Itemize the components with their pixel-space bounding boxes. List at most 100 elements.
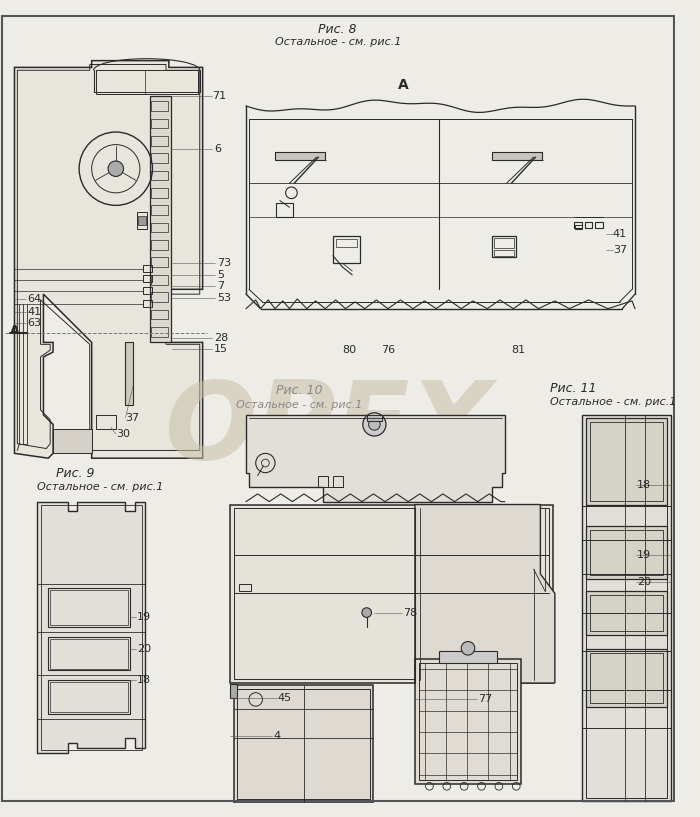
Bar — [367, 415, 382, 421]
Text: 18: 18 — [637, 480, 651, 490]
Bar — [48, 680, 130, 714]
Text: Остальное - см. рис.1: Остальное - см. рис.1 — [550, 397, 676, 407]
Bar — [415, 659, 521, 784]
Text: А: А — [10, 324, 20, 337]
Bar — [589, 596, 663, 631]
Bar — [492, 236, 517, 257]
Text: 4: 4 — [273, 731, 280, 741]
Bar — [151, 171, 168, 181]
Text: Остальное - см. рис.1: Остальное - см. рис.1 — [236, 400, 363, 410]
Bar — [151, 136, 168, 145]
Text: 41: 41 — [612, 230, 627, 239]
Bar — [494, 239, 514, 248]
Text: Рис. 11: Рис. 11 — [550, 382, 596, 395]
Bar — [318, 475, 328, 487]
Bar — [151, 310, 168, 319]
Bar — [48, 636, 130, 671]
Text: 18: 18 — [137, 675, 151, 685]
Bar — [276, 203, 293, 217]
Bar — [151, 101, 168, 111]
Text: 6: 6 — [214, 145, 221, 154]
Bar — [586, 417, 667, 798]
Bar — [230, 505, 553, 683]
Circle shape — [363, 413, 386, 436]
Bar — [234, 685, 373, 802]
Bar — [151, 223, 168, 232]
Bar — [125, 342, 133, 405]
Bar — [143, 288, 153, 294]
Text: 63: 63 — [27, 318, 41, 328]
Polygon shape — [36, 502, 145, 752]
Polygon shape — [582, 415, 671, 801]
Text: Рис. 9: Рис. 9 — [56, 467, 94, 480]
Circle shape — [461, 641, 475, 655]
Bar — [137, 212, 147, 230]
Text: 80: 80 — [342, 345, 357, 355]
Polygon shape — [53, 429, 92, 453]
Bar — [439, 651, 497, 663]
Bar — [138, 216, 146, 225]
Bar — [151, 154, 168, 163]
Text: 53: 53 — [217, 293, 231, 303]
Text: 5: 5 — [217, 270, 224, 280]
Text: 15: 15 — [214, 344, 228, 354]
Bar — [97, 415, 116, 429]
Bar — [574, 221, 582, 228]
Text: Остальное - см. рис.1: Остальное - см. рис.1 — [36, 482, 163, 492]
Polygon shape — [246, 415, 505, 502]
Bar — [494, 250, 514, 256]
Text: 64: 64 — [27, 294, 41, 304]
Text: ОРЕХ: ОРЕХ — [164, 377, 493, 482]
Bar — [333, 475, 342, 487]
Bar — [586, 417, 667, 505]
Bar — [575, 225, 582, 230]
Bar — [41, 505, 142, 750]
Text: Рис. 10: Рис. 10 — [276, 384, 323, 397]
Text: 20: 20 — [637, 577, 651, 587]
Bar — [589, 422, 663, 501]
Bar — [151, 240, 168, 250]
Text: 20: 20 — [137, 645, 151, 654]
Bar — [143, 275, 153, 282]
Text: 28: 28 — [214, 333, 228, 342]
Bar — [239, 583, 251, 592]
Text: 76: 76 — [382, 345, 395, 355]
Bar — [586, 650, 667, 708]
Bar — [50, 639, 128, 668]
Text: А: А — [398, 78, 408, 92]
Bar — [151, 327, 168, 337]
Bar — [151, 275, 168, 284]
Text: 73: 73 — [217, 258, 231, 268]
Bar — [143, 266, 153, 272]
Text: Остальное - см. рис.1: Остальное - см. рис.1 — [274, 38, 401, 47]
Bar — [150, 96, 171, 342]
Bar — [50, 682, 128, 712]
Text: 71: 71 — [212, 92, 226, 101]
Text: Рис. 8: Рис. 8 — [318, 23, 357, 36]
Bar — [143, 300, 153, 306]
Text: 45: 45 — [278, 693, 292, 703]
Polygon shape — [15, 60, 202, 458]
Bar — [336, 239, 357, 247]
Bar — [97, 70, 198, 95]
Bar — [589, 529, 663, 575]
Circle shape — [362, 608, 372, 618]
Polygon shape — [415, 505, 555, 683]
Bar — [586, 526, 667, 578]
Circle shape — [108, 161, 123, 176]
Bar — [48, 588, 130, 627]
Bar — [589, 653, 663, 703]
Circle shape — [369, 418, 380, 431]
Text: 7: 7 — [217, 281, 224, 292]
Bar — [333, 236, 360, 263]
Bar — [275, 152, 326, 160]
Text: 19: 19 — [137, 613, 151, 623]
Bar — [151, 257, 168, 267]
Bar — [234, 508, 549, 679]
Bar — [237, 689, 370, 799]
Text: 81: 81 — [512, 345, 526, 355]
Text: 77: 77 — [477, 694, 492, 704]
Text: 19: 19 — [637, 550, 651, 560]
Bar — [151, 188, 168, 198]
Bar — [586, 592, 667, 635]
